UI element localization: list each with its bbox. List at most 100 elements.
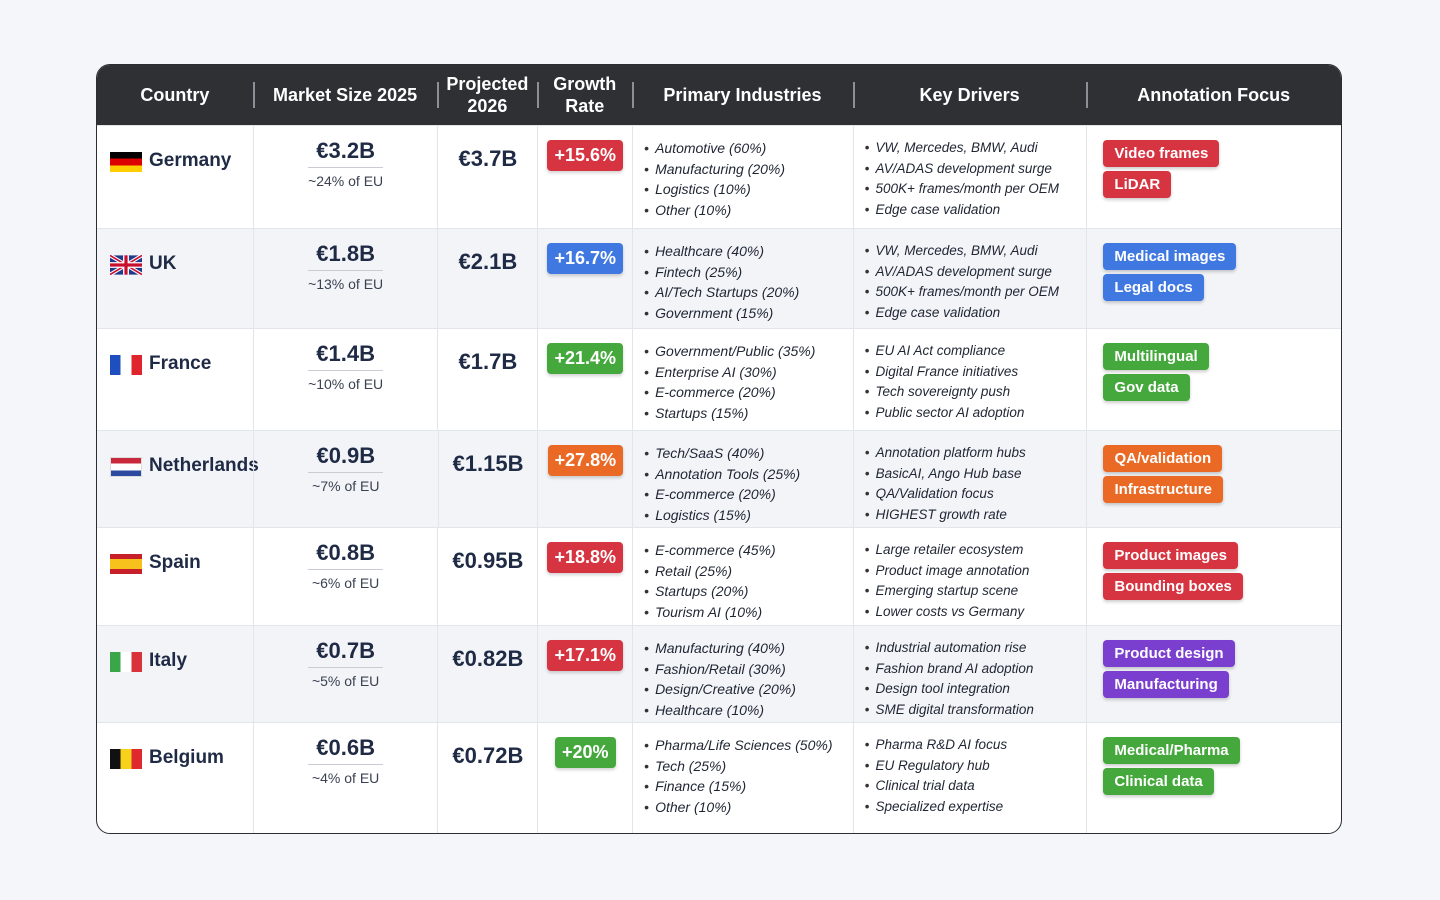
drivers-item: 500K+ frames/month per OEM	[865, 282, 1087, 303]
annotation-tag[interactable]: Product design	[1103, 640, 1235, 667]
growth-cell: +27.8%	[537, 431, 632, 527]
industries-item: Design/Creative (20%)	[644, 679, 853, 700]
drivers-item: 500K+ frames/month per OEM	[865, 179, 1087, 200]
industries-item: Tourism AI (10%)	[644, 602, 853, 623]
annotation-tag[interactable]: Bounding boxes	[1103, 573, 1243, 600]
growth-cell: +21.4%	[537, 329, 632, 430]
country-name: UK	[149, 253, 177, 274]
annotation-tag[interactable]: Manufacturing	[1103, 671, 1229, 698]
annotation-focus-cell: Video frames LiDAR	[1086, 126, 1341, 228]
market-size-cell: €0.8B ~6% of EU	[252, 528, 438, 625]
annotation-focus-cell: Medical/Pharma Clinical data	[1086, 723, 1341, 833]
industries-cell: Manufacturing (40%)Fashion/Retail (30%)D…	[632, 626, 853, 722]
country-name: Germany	[149, 150, 232, 171]
industries-list: E-commerce (45%)Retail (25%)Startups (20…	[633, 528, 853, 622]
country-cell: Germany	[97, 126, 253, 228]
growth-cell: +17.1%	[537, 626, 632, 722]
growth-cell: +18.8%	[537, 528, 632, 625]
table-row[interactable]: Italy €0.7B ~5% of EU €0.82B +17.1% Manu…	[97, 625, 1341, 722]
drivers-item: Lower costs vs Germany	[865, 602, 1087, 623]
drivers-list: Annotation platform hubsBasicAI, Ango Hu…	[854, 431, 1087, 525]
industries-cell: Automotive (60%)Manufacturing (20%)Logis…	[632, 126, 853, 228]
header-annotation-focus[interactable]: Annotation Focus	[1086, 65, 1341, 125]
header-country[interactable]: Country	[140, 85, 210, 105]
table-row[interactable]: France €1.4B ~10% of EU €1.7B +21.4% Gov…	[97, 328, 1341, 430]
market-size-value: €1.4B	[308, 341, 383, 371]
drivers-item: AV/ADAS development surge	[865, 159, 1087, 180]
eu-share: ~6% of EU	[311, 575, 380, 591]
industries-cell: Tech/SaaS (40%)Annotation Tools (25%)E-c…	[632, 431, 853, 527]
industries-cell: Pharma/Life Sciences (50%)Tech (25%)Fina…	[632, 723, 853, 833]
flag-icon	[110, 652, 142, 672]
country-cell: France	[97, 329, 253, 430]
annotation-tag[interactable]: Gov data	[1103, 374, 1190, 401]
drivers-item: Tech sovereignty push	[865, 382, 1087, 403]
annotation-tag[interactable]: Medical/Pharma	[1103, 737, 1240, 764]
industries-item: Manufacturing (40%)	[644, 638, 853, 659]
growth-badge: +21.4%	[547, 343, 624, 374]
table-row[interactable]: Netherlands €0.9B ~7% of EU €1.15B +27.8…	[97, 430, 1341, 527]
flag-icon	[110, 152, 142, 172]
header-growth-rate[interactable]: Growth Rate	[537, 65, 632, 125]
country-name: Netherlands	[149, 455, 259, 476]
industries-item: E-commerce (45%)	[644, 540, 853, 561]
country-cell: Italy	[97, 626, 253, 722]
annotation-tag[interactable]: Infrastructure	[1103, 476, 1223, 503]
industries-item: Other (10%)	[644, 797, 853, 818]
drivers-item: Annotation platform hubs	[865, 443, 1087, 464]
annotation-tag[interactable]: Clinical data	[1103, 768, 1214, 795]
country-cell: UK	[97, 229, 253, 328]
eu-share: ~5% of EU	[311, 673, 380, 689]
drivers-list: VW, Mercedes, BMW, AudiAV/ADAS developme…	[854, 229, 1087, 323]
market-size-cell: €0.9B ~7% of EU	[253, 431, 438, 527]
table-row[interactable]: Spain €0.8B ~6% of EU €0.95B +18.8% E-co…	[97, 527, 1341, 625]
drivers-item: QA/Validation focus	[865, 484, 1087, 505]
country-cell: Netherlands	[97, 431, 259, 527]
table-row[interactable]: Belgium €0.6B ~4% of EU €0.72B +20% Phar…	[97, 722, 1341, 833]
country-cell: Spain	[97, 528, 253, 625]
industries-item: Enterprise AI (30%)	[644, 362, 853, 383]
projected-value: €3.7B	[437, 126, 537, 228]
drivers-item: Clinical trial data	[865, 776, 1087, 797]
table-body: Germany €3.2B ~24% of EU €3.7B +15.6% Au…	[97, 125, 1341, 833]
drivers-item: Digital France initiatives	[865, 362, 1087, 383]
annotation-tag[interactable]: Medical images	[1103, 243, 1237, 270]
country-name: Italy	[149, 650, 188, 671]
industries-cell: E-commerce (45%)Retail (25%)Startups (20…	[632, 528, 853, 625]
projected-value: €0.72B	[437, 723, 537, 833]
annotation-tag[interactable]: Multilingual	[1103, 343, 1209, 370]
drivers-cell: VW, Mercedes, BMW, AudiAV/ADAS developme…	[852, 229, 1087, 328]
annotation-tag[interactable]: Product images	[1103, 542, 1238, 569]
header-key-drivers[interactable]: Key Drivers	[852, 65, 1087, 125]
flag-icon	[110, 554, 142, 574]
annotation-tag[interactable]: Legal docs	[1103, 274, 1204, 301]
annotation-tag[interactable]: QA/validation	[1103, 445, 1223, 472]
industries-item: E-commerce (20%)	[644, 382, 853, 403]
drivers-item: VW, Mercedes, BMW, Audi	[865, 138, 1087, 159]
industries-item: Tech/SaaS (40%)	[644, 443, 853, 464]
projected-value: €1.15B	[437, 431, 538, 527]
annotation-focus-cell: Medical images Legal docs	[1086, 229, 1341, 328]
drivers-item: Industrial automation rise	[865, 638, 1087, 659]
market-size-value: €0.7B	[308, 638, 383, 668]
industries-cell: Government/Public (35%)Enterprise AI (30…	[632, 329, 853, 430]
drivers-list: Industrial automation riseFashion brand …	[854, 626, 1087, 720]
header-projected[interactable]: Projected 2026	[437, 65, 537, 125]
market-size-value: €1.8B	[308, 241, 383, 271]
industries-item: Automotive (60%)	[644, 138, 853, 159]
header-primary-industries[interactable]: Primary Industries	[632, 65, 853, 125]
drivers-cell: Industrial automation riseFashion brand …	[852, 626, 1087, 722]
market-size-value: €0.9B	[308, 443, 384, 473]
projected-value: €0.82B	[437, 626, 537, 722]
table-row[interactable]: UK €1.8B ~13% of EU €2.1B +16.7% Healthc…	[97, 228, 1341, 328]
country-name: Belgium	[149, 747, 224, 768]
table-row[interactable]: Germany €3.2B ~24% of EU €3.7B +15.6% Au…	[97, 125, 1341, 228]
annotation-tag[interactable]: LiDAR	[1103, 171, 1172, 198]
drivers-item: Pharma R&D AI focus	[865, 735, 1087, 756]
industries-item: Finance (15%)	[644, 776, 853, 797]
drivers-item: Public sector AI adoption	[865, 403, 1087, 424]
annotation-tag[interactable]: Video frames	[1103, 140, 1220, 167]
drivers-cell: Annotation platform hubsBasicAI, Ango Hu…	[852, 431, 1087, 527]
header-market-size[interactable]: Market Size 2025	[252, 65, 438, 125]
drivers-item: EU Regulatory hub	[865, 756, 1087, 777]
